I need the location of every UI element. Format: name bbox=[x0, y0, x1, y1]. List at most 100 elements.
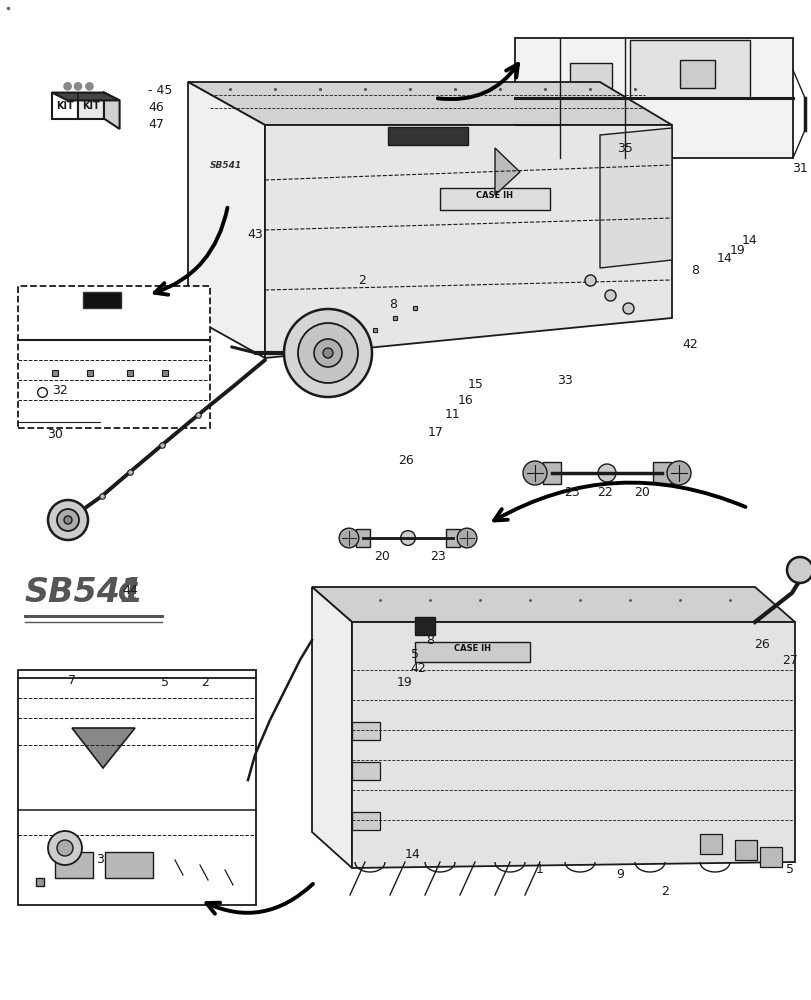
Bar bbox=[18, 670, 255, 905]
Text: 17: 17 bbox=[427, 426, 444, 440]
Circle shape bbox=[597, 464, 616, 482]
Text: 4: 4 bbox=[68, 853, 76, 866]
Text: CASE IH: CASE IH bbox=[454, 644, 491, 653]
Circle shape bbox=[48, 500, 88, 540]
Text: 16: 16 bbox=[457, 393, 474, 406]
Bar bbox=[445, 529, 460, 547]
Polygon shape bbox=[188, 82, 672, 125]
Text: 31: 31 bbox=[792, 162, 807, 175]
Text: - 45: - 45 bbox=[148, 84, 172, 97]
Bar bbox=[105, 852, 152, 878]
FancyArrowPatch shape bbox=[206, 884, 312, 914]
Text: 35: 35 bbox=[616, 142, 632, 155]
Text: SB541: SB541 bbox=[25, 576, 144, 609]
Circle shape bbox=[522, 461, 547, 485]
Polygon shape bbox=[72, 728, 135, 768]
Circle shape bbox=[457, 528, 476, 548]
Text: 14: 14 bbox=[405, 848, 420, 861]
Text: 43: 43 bbox=[247, 229, 263, 241]
Text: 9: 9 bbox=[616, 868, 623, 882]
Bar bbox=[388, 127, 467, 145]
Polygon shape bbox=[351, 622, 794, 868]
Bar bbox=[629, 40, 749, 98]
Text: 44: 44 bbox=[122, 584, 138, 596]
Circle shape bbox=[314, 339, 341, 367]
Bar bbox=[83, 292, 121, 308]
FancyArrowPatch shape bbox=[437, 64, 517, 99]
Text: 3: 3 bbox=[96, 853, 104, 866]
Text: 30: 30 bbox=[47, 428, 63, 442]
Text: 19: 19 bbox=[350, 346, 366, 359]
FancyArrowPatch shape bbox=[494, 483, 744, 520]
Text: 2: 2 bbox=[660, 886, 668, 898]
Polygon shape bbox=[264, 125, 672, 358]
Text: 15: 15 bbox=[467, 378, 483, 391]
Bar bbox=[18, 286, 210, 428]
Circle shape bbox=[64, 83, 71, 90]
Text: 26: 26 bbox=[753, 638, 769, 652]
Text: 7: 7 bbox=[68, 674, 76, 686]
Text: 2: 2 bbox=[358, 273, 366, 286]
Text: 14: 14 bbox=[716, 251, 732, 264]
Text: C: C bbox=[118, 580, 138, 608]
Text: 8: 8 bbox=[690, 263, 698, 276]
Bar bbox=[414, 617, 435, 635]
Bar bbox=[569, 63, 611, 95]
Bar bbox=[514, 38, 792, 158]
Text: 32: 32 bbox=[52, 383, 68, 396]
Text: 5: 5 bbox=[410, 648, 418, 662]
Text: 5: 5 bbox=[161, 676, 169, 688]
Text: 23: 23 bbox=[430, 550, 445, 564]
Circle shape bbox=[57, 840, 73, 856]
Text: 2: 2 bbox=[201, 676, 208, 688]
Circle shape bbox=[666, 461, 690, 485]
Text: 19: 19 bbox=[729, 243, 745, 256]
Bar bbox=[543, 462, 560, 484]
Bar bbox=[699, 834, 721, 854]
Polygon shape bbox=[311, 587, 351, 868]
Circle shape bbox=[298, 323, 358, 383]
Bar bbox=[440, 188, 549, 210]
Polygon shape bbox=[495, 148, 519, 195]
Text: 1: 1 bbox=[535, 863, 543, 876]
Text: 19: 19 bbox=[397, 676, 412, 688]
Bar bbox=[351, 812, 380, 830]
Text: KIT: KIT bbox=[82, 101, 100, 111]
Text: 8: 8 bbox=[388, 298, 397, 312]
Polygon shape bbox=[78, 93, 104, 119]
Text: 26: 26 bbox=[397, 454, 414, 466]
Text: 23: 23 bbox=[564, 486, 579, 498]
Bar bbox=[355, 529, 370, 547]
Circle shape bbox=[48, 831, 82, 865]
Text: 47: 47 bbox=[148, 118, 164, 131]
Text: 5: 5 bbox=[785, 863, 793, 876]
Text: 11: 11 bbox=[444, 408, 461, 422]
Circle shape bbox=[323, 348, 333, 358]
Text: 8: 8 bbox=[426, 634, 433, 646]
Text: 46: 46 bbox=[148, 101, 164, 114]
Circle shape bbox=[786, 557, 811, 583]
FancyArrowPatch shape bbox=[155, 208, 227, 295]
Text: 42: 42 bbox=[410, 662, 425, 674]
Polygon shape bbox=[52, 93, 119, 100]
Text: 27: 27 bbox=[781, 654, 797, 666]
Polygon shape bbox=[188, 82, 264, 358]
Polygon shape bbox=[311, 587, 794, 622]
Text: 22: 22 bbox=[596, 486, 612, 498]
Bar bbox=[351, 762, 380, 780]
Text: 14: 14 bbox=[741, 233, 757, 246]
Bar bbox=[759, 847, 781, 867]
Text: KIT: KIT bbox=[56, 101, 74, 111]
Circle shape bbox=[75, 83, 82, 90]
Text: 20: 20 bbox=[374, 550, 389, 564]
Polygon shape bbox=[52, 93, 78, 119]
Bar bbox=[351, 722, 380, 740]
Bar bbox=[55, 852, 93, 878]
Text: CASE IH: CASE IH bbox=[476, 191, 513, 200]
Circle shape bbox=[86, 83, 93, 90]
Circle shape bbox=[57, 509, 79, 531]
Circle shape bbox=[339, 528, 358, 548]
Bar bbox=[414, 642, 530, 662]
Bar bbox=[679, 60, 714, 88]
Circle shape bbox=[64, 516, 72, 524]
